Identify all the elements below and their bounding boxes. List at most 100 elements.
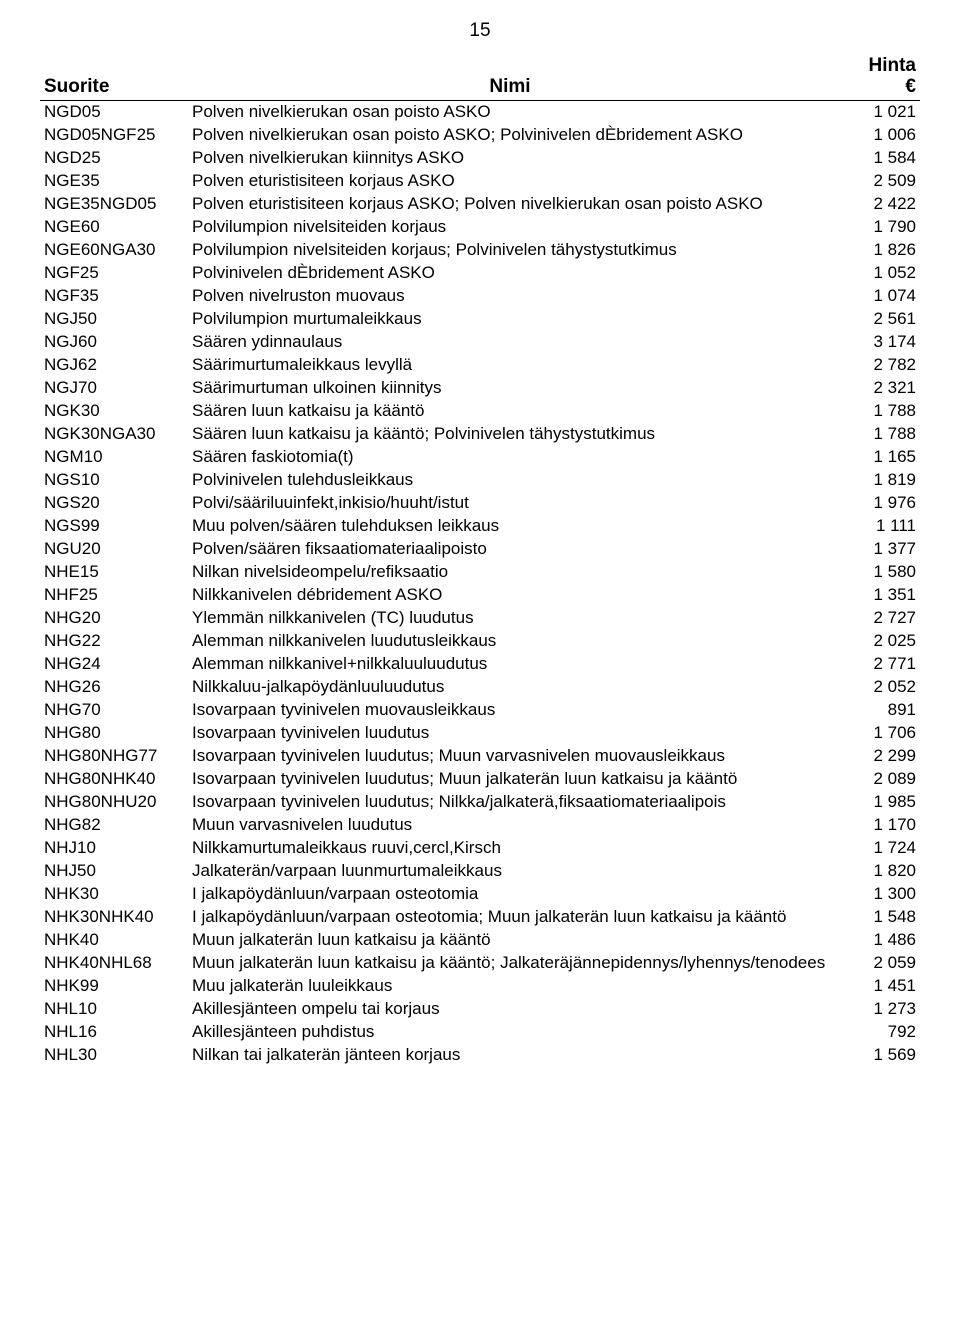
- cell-name: Säären luun katkaisu ja kääntö; Polviniv…: [188, 423, 832, 446]
- table-row: NGD05NGF25Polven nivelkierukan osan pois…: [40, 124, 920, 147]
- price-table: Suorite Nimi Hinta € NGD05Polven nivelki…: [40, 54, 920, 1067]
- cell-name: Polvinivelen tulehdusleikkaus: [188, 469, 832, 492]
- cell-price: 1 351: [832, 584, 920, 607]
- cell-code: NGJ62: [40, 354, 188, 377]
- cell-price: 1 052: [832, 262, 920, 285]
- cell-price: 1 788: [832, 400, 920, 423]
- table-row: NHG80NHG77Isovarpaan tyvinivelen luudutu…: [40, 745, 920, 768]
- table-row: NGS20Polvi/sääriluuinfekt,inkisio/huuht/…: [40, 492, 920, 515]
- cell-price: 1 170: [832, 814, 920, 837]
- cell-price: 1 788: [832, 423, 920, 446]
- cell-price: 3 174: [832, 331, 920, 354]
- cell-code: NHK99: [40, 975, 188, 998]
- cell-code: NHK40NHL68: [40, 952, 188, 975]
- cell-code: NHG80: [40, 722, 188, 745]
- cell-code: NGS99: [40, 515, 188, 538]
- cell-price: 891: [832, 699, 920, 722]
- cell-code: NHL10: [40, 998, 188, 1021]
- table-row: NGS99Muu polven/säären tulehduksen leikk…: [40, 515, 920, 538]
- cell-code: NHG22: [40, 630, 188, 653]
- cell-name: Nilkkanivelen débridement ASKO: [188, 584, 832, 607]
- cell-name: Akillesjänteen puhdistus: [188, 1021, 832, 1044]
- cell-price: 1 377: [832, 538, 920, 561]
- cell-price: 1 706: [832, 722, 920, 745]
- cell-price: 2 771: [832, 653, 920, 676]
- table-row: NGJ60Säären ydinnaulaus3 174: [40, 331, 920, 354]
- cell-name: Muu polven/säären tulehduksen leikkaus: [188, 515, 832, 538]
- cell-name: Alemman nilkkanivel+nilkkaluuluudutus: [188, 653, 832, 676]
- cell-name: Polven/säären fiksaatiomateriaalipoisto: [188, 538, 832, 561]
- cell-code: NGE35NGD05: [40, 193, 188, 216]
- table-row: NHL16Akillesjänteen puhdistus792: [40, 1021, 920, 1044]
- cell-code: NHF25: [40, 584, 188, 607]
- cell-name: Muu jalkaterän luuleikkaus: [188, 975, 832, 998]
- cell-price: 1 724: [832, 837, 920, 860]
- table-row: NHG22Alemman nilkkanivelen luudutusleikk…: [40, 630, 920, 653]
- cell-name: Säärimurtumaleikkaus levyllä: [188, 354, 832, 377]
- cell-code: NHL16: [40, 1021, 188, 1044]
- cell-price: 2 299: [832, 745, 920, 768]
- table-row: NGE35Polven eturistisiteen korjaus ASKO2…: [40, 170, 920, 193]
- cell-code: NHK30: [40, 883, 188, 906]
- cell-code: NHK30NHK40: [40, 906, 188, 929]
- cell-name: Säären luun katkaisu ja kääntö: [188, 400, 832, 423]
- cell-name: Jalkaterän/varpaan luunmurtumaleikkaus: [188, 860, 832, 883]
- table-body: NGD05Polven nivelkierukan osan poisto AS…: [40, 100, 920, 1067]
- table-row: NHG82Muun varvasnivelen luudutus1 170: [40, 814, 920, 837]
- cell-name: Polven nivelruston muovaus: [188, 285, 832, 308]
- table-row: NGM10Säären faskiotomia(t)1 165: [40, 446, 920, 469]
- cell-price: 1 074: [832, 285, 920, 308]
- cell-price: 1 826: [832, 239, 920, 262]
- cell-price: 1 820: [832, 860, 920, 883]
- cell-price: 2 509: [832, 170, 920, 193]
- cell-price: 2 727: [832, 607, 920, 630]
- cell-price: 792: [832, 1021, 920, 1044]
- table-row: NHK99Muu jalkaterän luuleikkaus1 451: [40, 975, 920, 998]
- cell-code: NGJ70: [40, 377, 188, 400]
- cell-name: Polven nivelkierukan osan poisto ASKO: [188, 100, 832, 124]
- cell-code: NHG82: [40, 814, 188, 837]
- table-row: NHG80NHU20Isovarpaan tyvinivelen luudutu…: [40, 791, 920, 814]
- cell-name: Nilkan nivelsideompelu/refiksaatio: [188, 561, 832, 584]
- cell-price: 2 782: [832, 354, 920, 377]
- cell-price: 1 165: [832, 446, 920, 469]
- cell-name: Polven eturistisiteen korjaus ASKO; Polv…: [188, 193, 832, 216]
- table-row: NGJ70Säärimurtuman ulkoinen kiinnitys2 3…: [40, 377, 920, 400]
- cell-code: NHE15: [40, 561, 188, 584]
- cell-code: NGE35: [40, 170, 188, 193]
- cell-code: NGU20: [40, 538, 188, 561]
- table-row: NHG26Nilkkaluu-jalkapöydänluuluudutus2 0…: [40, 676, 920, 699]
- cell-price: 2 025: [832, 630, 920, 653]
- cell-price: 1 273: [832, 998, 920, 1021]
- cell-code: NHG70: [40, 699, 188, 722]
- cell-code: NHJ10: [40, 837, 188, 860]
- table-row: NGD05Polven nivelkierukan osan poisto AS…: [40, 100, 920, 124]
- cell-price: 1 006: [832, 124, 920, 147]
- cell-name: Isovarpaan tyvinivelen luudutus; Nilkka/…: [188, 791, 832, 814]
- cell-name: Polvinivelen dÈbridement ASKO: [188, 262, 832, 285]
- table-row: NHF25Nilkkanivelen débridement ASKO1 351: [40, 584, 920, 607]
- table-row: NHE15Nilkan nivelsideompelu/refiksaatio1…: [40, 561, 920, 584]
- cell-name: Isovarpaan tyvinivelen luudutus: [188, 722, 832, 745]
- cell-code: NGK30: [40, 400, 188, 423]
- table-row: NHL10Akillesjänteen ompelu tai korjaus1 …: [40, 998, 920, 1021]
- table-row: NHJ10Nilkkamurtumaleikkaus ruuvi,cercl,K…: [40, 837, 920, 860]
- cell-name: Nilkkaluu-jalkapöydänluuluudutus: [188, 676, 832, 699]
- cell-name: Nilkkamurtumaleikkaus ruuvi,cercl,Kirsch: [188, 837, 832, 860]
- cell-name: I jalkapöydänluun/varpaan osteotomia: [188, 883, 832, 906]
- cell-price: 1 580: [832, 561, 920, 584]
- cell-name: Akillesjänteen ompelu tai korjaus: [188, 998, 832, 1021]
- header-price: Hinta €: [832, 54, 920, 100]
- cell-price: 1 300: [832, 883, 920, 906]
- cell-name: Säären faskiotomia(t): [188, 446, 832, 469]
- cell-code: NGS10: [40, 469, 188, 492]
- cell-code: NGE60NGA30: [40, 239, 188, 262]
- cell-price: 1 976: [832, 492, 920, 515]
- cell-code: NGK30NGA30: [40, 423, 188, 446]
- table-row: NHL30Nilkan tai jalkaterän jänteen korja…: [40, 1044, 920, 1067]
- cell-name: Isovarpaan tyvinivelen luudutus; Muun ja…: [188, 768, 832, 791]
- cell-price: 2 089: [832, 768, 920, 791]
- cell-code: NGF35: [40, 285, 188, 308]
- cell-name: Isovarpaan tyvinivelen luudutus; Muun va…: [188, 745, 832, 768]
- cell-code: NGD05NGF25: [40, 124, 188, 147]
